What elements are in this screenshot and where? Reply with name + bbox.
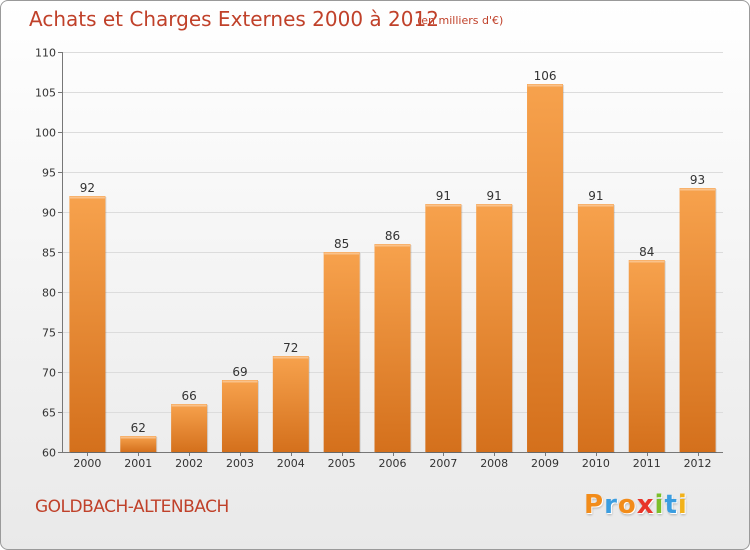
bar-value-label: 91 xyxy=(487,189,502,203)
bar-highlight xyxy=(375,244,410,247)
y-tick-label: 75 xyxy=(42,327,56,340)
x-tick-label: 2012 xyxy=(684,457,712,470)
y-tick-label: 110 xyxy=(35,47,56,60)
bar xyxy=(476,204,513,452)
bar xyxy=(171,404,208,452)
y-tick-label: 105 xyxy=(35,87,56,100)
bar xyxy=(577,204,614,452)
y-tick-label: 65 xyxy=(42,407,56,420)
axes: 60 65 70 75 80 85 90 95 100 105 110 xyxy=(35,47,723,460)
proxiti-logo: Proxiti xyxy=(584,490,688,520)
x-tick-label: 2011 xyxy=(633,457,661,470)
x-tick-label: 2009 xyxy=(531,457,559,470)
y-tick-label: 60 xyxy=(42,447,56,460)
bar xyxy=(425,204,462,452)
commune-name: GOLDBACH-ALTENBACH xyxy=(35,497,229,517)
chart-subtitle: (en milliers d'€) xyxy=(417,14,504,27)
bar xyxy=(120,436,157,452)
bar xyxy=(374,244,411,452)
bar-value-label: 86 xyxy=(385,229,400,243)
bar-highlight xyxy=(476,204,512,207)
y-tick-label: 95 xyxy=(42,167,56,180)
y-tick-label: 80 xyxy=(42,287,56,300)
bar-highlight xyxy=(527,84,563,87)
bar xyxy=(679,188,716,452)
bar-value-label: 106 xyxy=(534,69,557,83)
bar-highlight xyxy=(425,204,461,207)
bar-highlight xyxy=(578,204,614,207)
bars xyxy=(69,84,717,453)
chart-title: Achats et Charges Externes 2000 à 2012 xyxy=(29,7,439,31)
bar xyxy=(628,260,665,452)
bar-highlight xyxy=(680,188,716,191)
x-tick-label: 2008 xyxy=(480,457,508,470)
bar-value-label: 84 xyxy=(639,245,654,259)
x-tick-label: 2005 xyxy=(328,457,356,470)
bar-value-label: 91 xyxy=(588,189,603,203)
bar-value-label: 72 xyxy=(283,341,298,355)
bar-highlight xyxy=(324,252,360,255)
x-tick-label: 2002 xyxy=(175,457,203,470)
bar-value-label: 62 xyxy=(131,421,146,435)
bar xyxy=(221,380,258,452)
bar-highlight xyxy=(222,380,258,383)
bar xyxy=(527,84,564,452)
y-tick-label: 85 xyxy=(42,247,56,260)
bar xyxy=(272,356,309,452)
y-tick-label: 70 xyxy=(42,367,56,380)
x-tick-label: 2004 xyxy=(277,457,305,470)
x-tick-label: 2007 xyxy=(429,457,457,470)
bar xyxy=(69,196,106,452)
x-tick-label: 2000 xyxy=(73,457,101,470)
labels: 92 2000 62 2001 66 2002 69 2003 72 2004 85 2005 86 20… xyxy=(73,69,711,470)
bar-highlight xyxy=(171,404,207,407)
y-tick-label: 100 xyxy=(35,127,56,140)
bar-value-label: 93 xyxy=(690,173,705,187)
bar-value-label: 66 xyxy=(181,389,196,403)
bar-value-label: 91 xyxy=(436,189,451,203)
bar xyxy=(323,252,360,452)
y-tick-label: 90 xyxy=(42,207,56,220)
x-tick-label: 2010 xyxy=(582,457,610,470)
bar-value-label: 85 xyxy=(334,237,349,251)
bar-highlight xyxy=(69,196,105,199)
bar-highlight xyxy=(120,436,156,439)
bar-highlight xyxy=(273,356,309,359)
bar-highlight xyxy=(629,260,665,263)
x-tick-label: 2003 xyxy=(226,457,254,470)
x-tick-label: 2001 xyxy=(124,457,152,470)
bar-value-label: 92 xyxy=(80,181,95,195)
bar-value-label: 69 xyxy=(232,365,247,379)
x-tick-label: 2006 xyxy=(379,457,407,470)
